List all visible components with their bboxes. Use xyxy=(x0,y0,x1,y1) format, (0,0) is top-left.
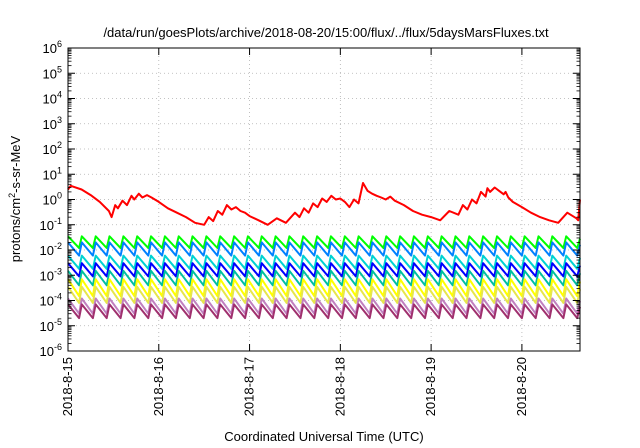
y-tick-exponent: 6 xyxy=(57,39,62,49)
y-tick-label: 106 xyxy=(43,39,62,56)
y-axis: 10610510410310210110010-110-210-310-410-… xyxy=(40,39,580,359)
series-line-3 xyxy=(67,241,581,257)
y-tick-base: 10 xyxy=(43,167,57,182)
y-tick-exponent: -4 xyxy=(54,292,62,302)
series-line-1 xyxy=(67,182,581,226)
y-tick-base: 10 xyxy=(40,344,54,359)
y-tick-base: 10 xyxy=(43,117,57,132)
y-tick-exponent: -2 xyxy=(54,241,62,251)
y-axis-label-sup: 2 xyxy=(7,193,17,198)
x-tick-label: 2018-8-15 xyxy=(60,357,75,416)
x-tick-label: 2018-8-17 xyxy=(242,357,257,416)
y-tick-base: 10 xyxy=(40,294,54,309)
y-axis-label: protons/cm2-s-sr-MeV xyxy=(7,135,23,262)
y-axis-label-prefix: protons/cm xyxy=(8,198,23,262)
y-tick-exponent: -1 xyxy=(54,216,62,226)
y-tick-base: 10 xyxy=(40,243,54,258)
y-tick-label: 10-5 xyxy=(40,317,62,334)
y-tick-label: 105 xyxy=(43,64,62,81)
y-tick-exponent: -6 xyxy=(54,342,62,352)
y-tick-label: 10-4 xyxy=(40,292,62,309)
y-tick-exponent: 1 xyxy=(57,165,62,175)
y-tick-label: 101 xyxy=(43,165,62,182)
y-tick-label: 104 xyxy=(43,90,62,107)
x-axis: 2018-8-15 2018-8-16 2018-8-17 2018-8-18 2018… xyxy=(60,48,529,416)
y-tick-label: 103 xyxy=(43,115,62,132)
y-tick-base: 10 xyxy=(43,142,57,157)
x-tick-label: 2018-8-16 xyxy=(151,357,166,416)
y-tick-label: 102 xyxy=(43,140,62,157)
x-tick-label: 2018-8-18 xyxy=(332,357,347,416)
x-tick-label: 2018-8-19 xyxy=(423,357,438,416)
y-axis-label-suffix: -s-sr-MeV xyxy=(8,135,23,192)
series-line-10 xyxy=(67,303,581,320)
y-tick-exponent: 2 xyxy=(57,140,62,150)
y-tick-label: 10-6 xyxy=(40,342,62,359)
y-tick-base: 10 xyxy=(40,218,54,233)
y-tick-base: 10 xyxy=(40,319,54,334)
y-tick-base: 10 xyxy=(43,193,57,208)
series-line-4 xyxy=(67,254,581,270)
chart-title: /data/run/goesPlots/archive/2018-08-20/1… xyxy=(103,25,549,40)
series-line-7 xyxy=(67,278,581,298)
x-axis-label: Coordinated Universal Time (UTC) xyxy=(224,429,423,444)
y-tick-base: 10 xyxy=(40,268,54,283)
y-tick-exponent: -3 xyxy=(54,266,62,276)
y-tick-exponent: -5 xyxy=(54,317,62,327)
series-line-8 xyxy=(67,285,581,304)
y-tick-exponent: 0 xyxy=(57,191,62,201)
y-tick-label: 10-1 xyxy=(40,216,62,233)
y-tick-label: 10-3 xyxy=(40,266,62,283)
y-tick-exponent: 3 xyxy=(57,115,62,125)
y-tick-base: 10 xyxy=(43,92,57,107)
series-line-6 xyxy=(67,269,581,287)
series-line-2 xyxy=(67,235,581,249)
y-tick-label: 100 xyxy=(43,191,62,208)
x-tick-label: 2018-8-20 xyxy=(514,357,529,416)
series-line-5 xyxy=(67,262,581,278)
y-tick-exponent: 5 xyxy=(57,64,62,74)
y-tick-base: 10 xyxy=(43,41,57,56)
series-layer xyxy=(67,182,581,320)
y-tick-label: 10-2 xyxy=(40,241,62,258)
y-tick-exponent: 4 xyxy=(57,90,62,100)
y-tick-base: 10 xyxy=(43,66,57,81)
